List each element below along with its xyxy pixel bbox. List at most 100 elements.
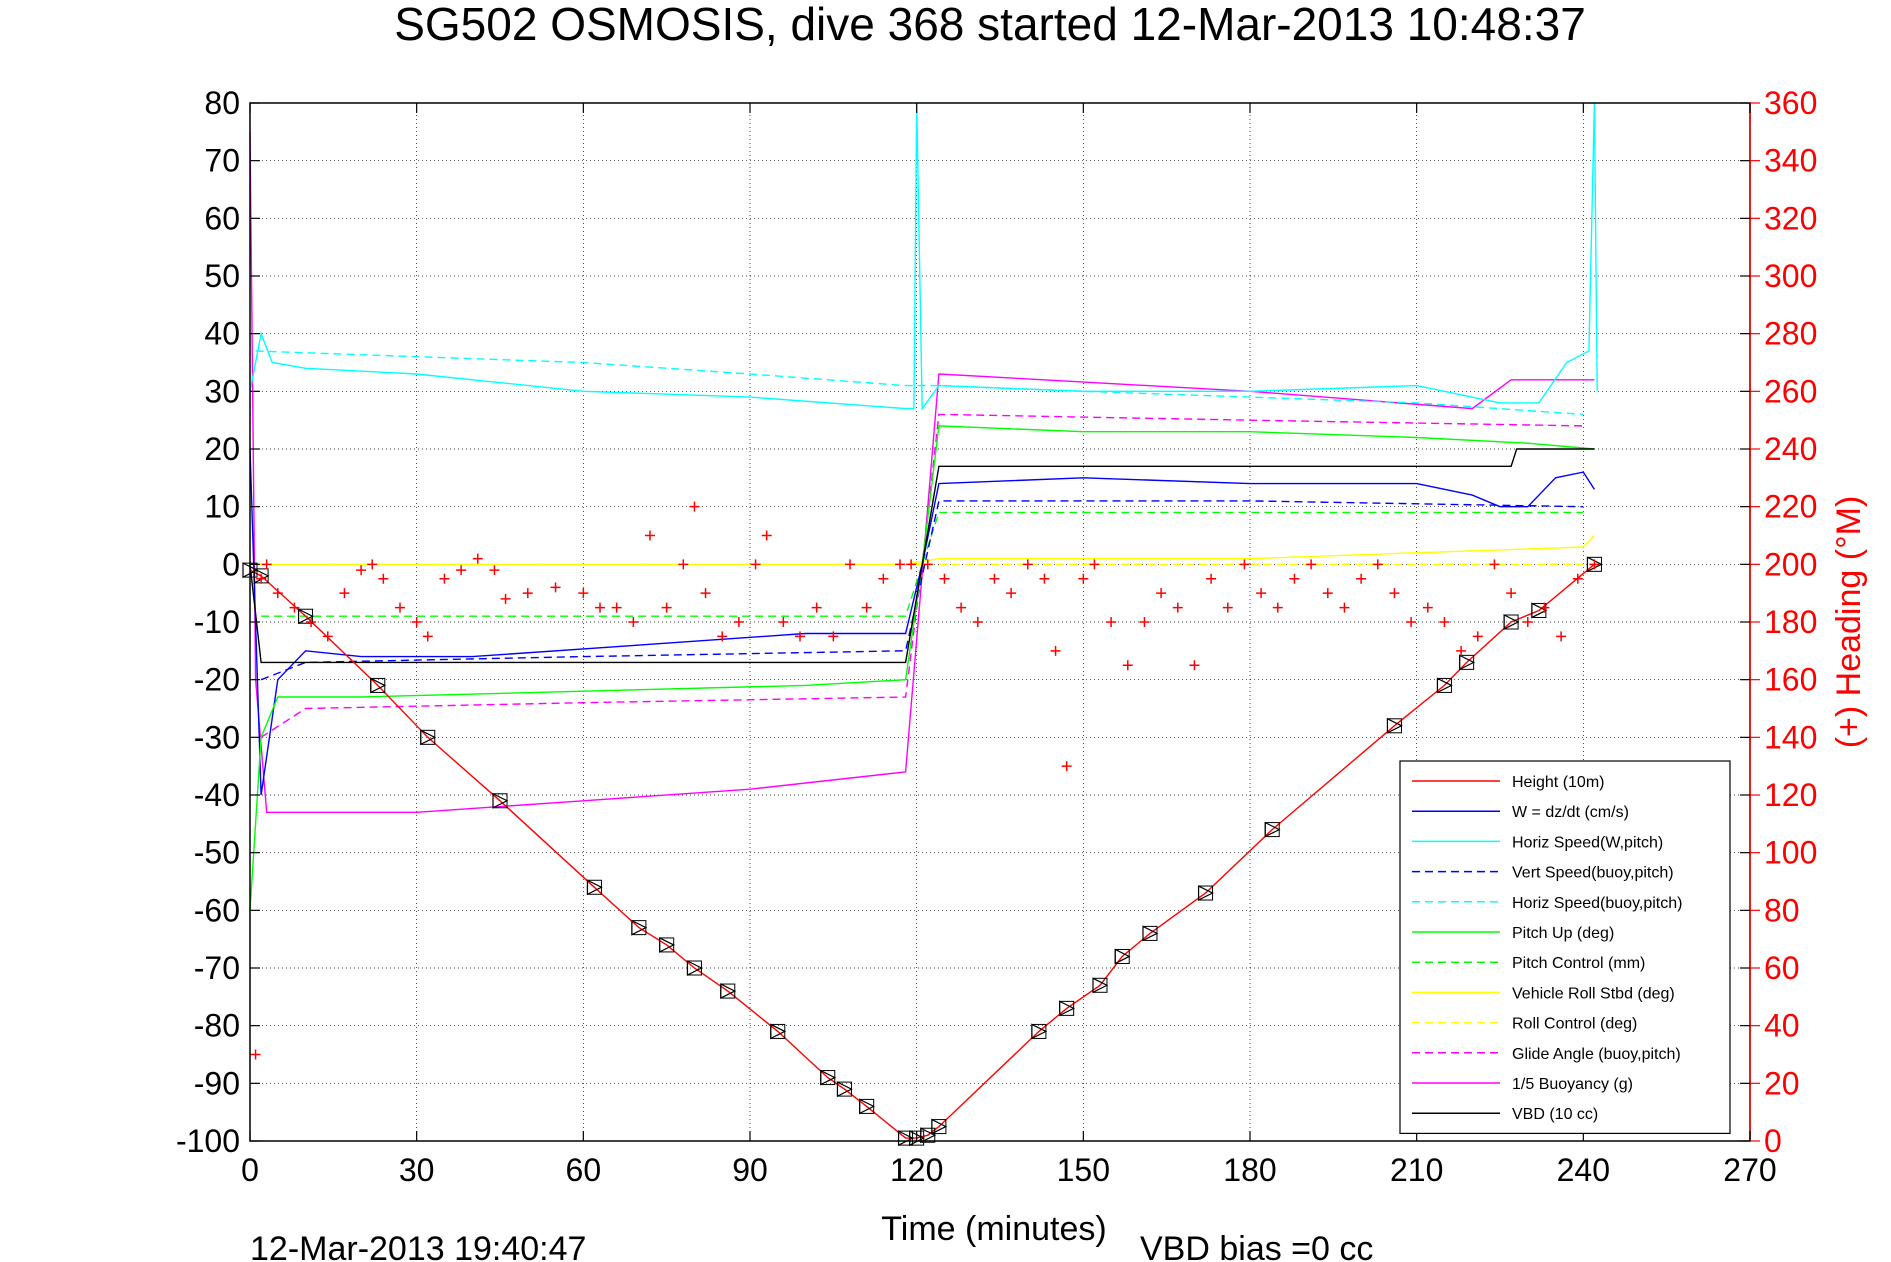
series-line-9	[260, 413, 1584, 738]
right-tick-label: 340	[1764, 143, 1817, 179]
heading-marker	[1172, 602, 1183, 613]
right-axis: 3603403203002802602402202001801601401201…	[1750, 85, 1817, 1159]
series-line-2	[249, 102, 1598, 411]
legend-label: Pitch Control (mm)	[1512, 955, 1645, 972]
legend-label: Pitch Up (deg)	[1512, 925, 1614, 942]
right-tick-label: 200	[1764, 546, 1817, 582]
right-tick-label: 100	[1764, 835, 1817, 871]
heading-marker	[411, 617, 422, 627]
height-marker-box	[1386, 718, 1402, 734]
series-line-1	[249, 448, 1595, 796]
heading-marker	[906, 559, 917, 570]
series-line-0	[249, 563, 1595, 1139]
heading-marker	[717, 631, 728, 642]
heading-marker	[939, 573, 950, 584]
heading-marker	[811, 602, 822, 613]
left-tick-label: -30	[194, 719, 240, 755]
right-tick-label: 20	[1764, 1065, 1800, 1101]
vbd-bias-footer: VBD bias =0 cc	[1140, 1230, 1373, 1262]
heading-marker	[895, 559, 905, 570]
x-axis: 0 30 60 90 120 150 180 210 240 270	[241, 103, 1777, 1188]
heading-marker	[628, 617, 639, 627]
heading-marker	[500, 593, 511, 604]
heading-marker	[256, 573, 267, 584]
heading-marker	[261, 559, 272, 570]
heading-marker	[1022, 559, 1033, 570]
height-marker-box	[1586, 556, 1602, 572]
right-tick-label: 360	[1764, 85, 1817, 121]
heading-marker	[1256, 588, 1267, 599]
heading-marker	[289, 602, 300, 613]
left-tick-label: 0	[222, 546, 240, 582]
heading-marker	[1106, 617, 1117, 627]
x-tick-label: 210	[1390, 1152, 1443, 1188]
height-marker-box	[586, 879, 602, 895]
heading-marker	[250, 1049, 261, 1060]
heading-marker	[878, 573, 889, 584]
right-tick-label: 220	[1764, 489, 1817, 525]
height-marker-box	[1092, 977, 1108, 993]
series-line-11	[249, 448, 1595, 664]
legend-label: Horiz Speed(buoy,pitch)	[1512, 895, 1682, 912]
heading-marker	[1272, 602, 1283, 613]
heading-marker	[1572, 573, 1583, 584]
heading-marker	[1522, 617, 1533, 627]
heading-marker	[1206, 573, 1217, 584]
heading-marker	[1306, 559, 1317, 570]
heading-marker	[1039, 573, 1050, 584]
left-tick-label: -60	[194, 892, 240, 928]
left-tick-label: 70	[204, 143, 240, 179]
height-marker-box	[836, 1081, 852, 1097]
right-tick-label: 80	[1764, 892, 1800, 928]
heading-marker	[306, 617, 317, 627]
right-tick-label: 60	[1764, 950, 1800, 986]
left-tick-label: -70	[194, 950, 240, 986]
heading-marker	[1339, 602, 1350, 613]
heading-marker	[989, 573, 1000, 584]
right-tick-label: 0	[1764, 1123, 1782, 1159]
height-marker-box	[1142, 925, 1158, 941]
height-marker-box	[720, 983, 736, 999]
heading-marker	[828, 631, 839, 642]
height-marker-box	[898, 1130, 914, 1146]
chart-title: SG502 OSMOSIS, dive 368 started 12-Mar-2…	[394, 0, 1586, 50]
heading-marker	[861, 602, 872, 613]
heading-marker	[845, 559, 855, 570]
right-tick-label: 180	[1764, 604, 1817, 640]
x-tick-label: 180	[1223, 1152, 1276, 1188]
height-marker-box	[1531, 602, 1547, 618]
heading-marker	[1239, 559, 1250, 570]
heading-markers	[250, 501, 1600, 1060]
left-tick-label: -40	[194, 777, 240, 813]
heading-marker	[1422, 602, 1433, 613]
left-tick-label: -80	[194, 1008, 240, 1044]
heading-marker	[595, 602, 605, 613]
x-tick-label: 30	[399, 1152, 435, 1188]
height-marker-box	[820, 1070, 836, 1086]
left-axis: 80 70 60 50 40 30 20 10 0 -10 -20 -30 -40 -50 -60 -70 -8…	[176, 85, 1750, 1159]
heading-marker	[1078, 573, 1089, 584]
heading-marker	[795, 631, 805, 642]
series-line-6	[261, 511, 1584, 617]
legend-box	[1399, 760, 1731, 1134]
right-tick-label: 40	[1764, 1008, 1800, 1044]
heading-marker	[1006, 588, 1017, 599]
height-marker-box	[686, 960, 702, 976]
heading-marker	[645, 530, 655, 541]
heading-marker	[489, 565, 500, 576]
left-tick-label: 40	[204, 316, 240, 352]
heading-marker	[272, 588, 283, 599]
heading-marker	[1122, 660, 1133, 671]
right-tick-label: 140	[1764, 719, 1817, 755]
height-marker-box	[1114, 948, 1130, 964]
chart-legend: Height (10m) W = dz/dt (cm/s) Horiz Speed(…	[1399, 760, 1731, 1134]
height-marker-box	[770, 1023, 786, 1039]
heading-marker	[378, 573, 389, 584]
legend-label: Vert Speed(buoy,pitch)	[1512, 865, 1674, 882]
height-marker-box	[1436, 677, 1452, 693]
legend-label: Glide Angle (buoy,pitch)	[1512, 1046, 1681, 1063]
height-marker-box	[1264, 822, 1280, 838]
grid-lines	[250, 103, 1750, 1141]
heading-marker	[750, 559, 761, 570]
series-layer	[249, 102, 1598, 1139]
